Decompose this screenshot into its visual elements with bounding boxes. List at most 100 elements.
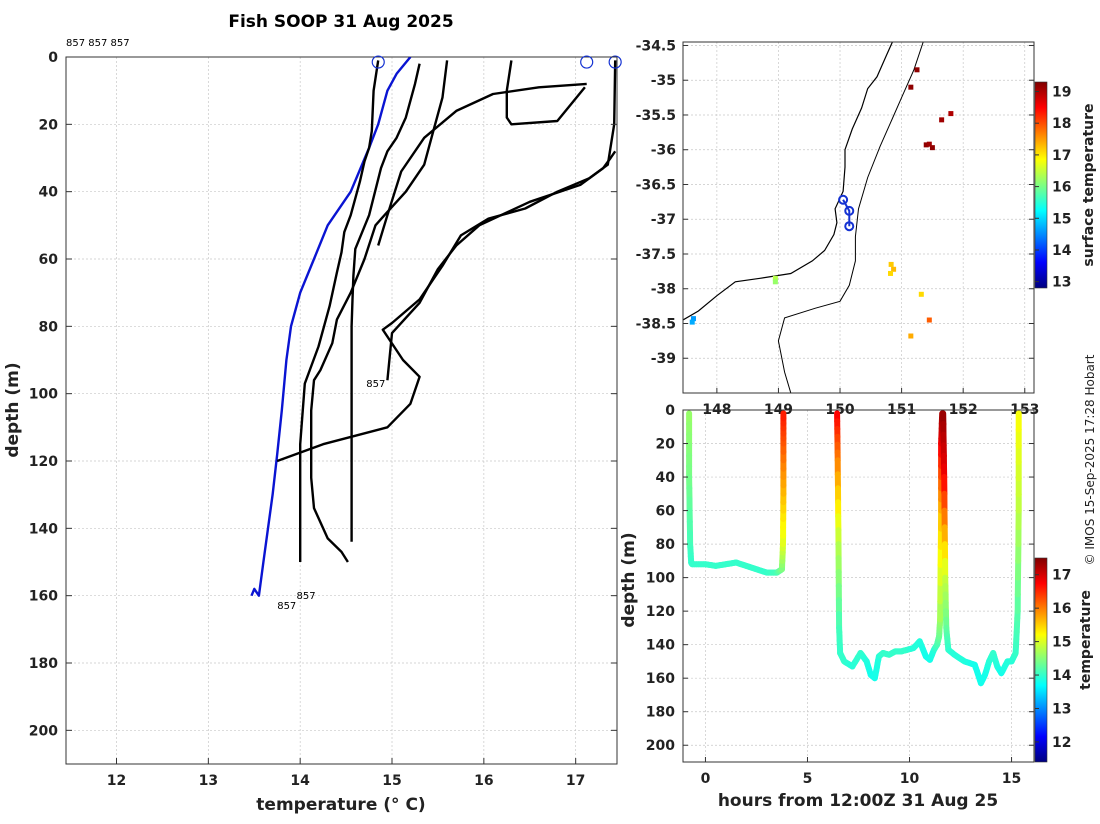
- map-y-tick-label: -34.5: [636, 38, 676, 54]
- map-y-tick-label: -37: [651, 212, 676, 228]
- profile-y-tick-label: 0: [48, 50, 58, 66]
- section-colorbar-tick-label: 17: [1052, 568, 1071, 584]
- section-y-tick-label: 40: [656, 470, 676, 486]
- section-y-tick-label: 100: [646, 571, 675, 587]
- section-x-tick-label: 0: [701, 771, 711, 787]
- profile-x-ticks: 12 13 14 15 16 17: [107, 758, 586, 789]
- profile-x-tick-label: 17: [566, 773, 585, 789]
- sst-point: [908, 334, 913, 339]
- sst-point: [919, 292, 924, 297]
- profile-line-7: [387, 151, 615, 380]
- section-panel: 0 5 10 15 0 20 40 60 80 100 120 140 160 180 200 hours…: [619, 403, 1094, 811]
- map-colorbar: [1035, 82, 1047, 288]
- coastline: [683, 42, 892, 320]
- chart-title: Fish SOOP 31 Aug 2025: [228, 12, 453, 32]
- map-y-tick-label: -38: [651, 282, 676, 298]
- section-colorbar: [1035, 558, 1047, 762]
- section-y-tick-label: 60: [656, 504, 676, 520]
- sst-point: [915, 67, 920, 72]
- profile-id-label: 857: [277, 601, 296, 612]
- section-y-tick-label: 140: [646, 638, 675, 654]
- map-y-tick-label: -35.5: [636, 108, 676, 124]
- section-y-tick-label: 0: [665, 403, 675, 419]
- map-y-tick-label: -36.5: [636, 177, 676, 193]
- sst-point: [690, 320, 695, 325]
- profile-y-tick-label: 40: [39, 185, 59, 201]
- section-y-tick-label: 200: [646, 738, 675, 754]
- section-y-axis-label: depth (m): [619, 532, 639, 627]
- map-axes-frame: [683, 42, 1034, 393]
- map-colorbar-tick-label: 17: [1052, 148, 1071, 164]
- profile-x-tick-label: 13: [199, 773, 218, 789]
- map-y-tick-label: -39: [651, 351, 676, 367]
- surface-marker: [581, 56, 593, 68]
- profile-x-tick-label: 12: [107, 773, 126, 789]
- profile-panel: Fish SOOP 31 Aug 2025 857 857 857 857857…: [3, 12, 621, 815]
- section-colorbar-label: temperature: [1078, 590, 1094, 690]
- map-colorbar-tick-label: 16: [1052, 180, 1071, 196]
- surface-temperature-points: [690, 67, 954, 338]
- ship-track: [839, 196, 853, 230]
- profile-y-tick-label: 160: [29, 589, 58, 605]
- profile-line-4: [507, 60, 585, 124]
- profile-axes-frame: [66, 57, 617, 764]
- profile-y-tick-label: 80: [39, 319, 59, 335]
- map-colorbar-tick-label: 13: [1052, 275, 1071, 291]
- profile-y-tick-label: 100: [29, 387, 58, 403]
- credit-text: © IMOS 15-Sep-2025 17:28 Hobart: [1083, 354, 1097, 565]
- profile-x-tick-label: 14: [290, 773, 310, 789]
- profile-line-2: [352, 64, 420, 542]
- profile-y-axis-label: depth (m): [3, 362, 23, 457]
- section-y-tick-label: 120: [646, 604, 675, 620]
- section-y-tick-label: 160: [646, 671, 675, 687]
- section-colorbar-tick-label: 15: [1052, 635, 1071, 651]
- section-series: [689, 413, 1019, 683]
- section-axes-frame: [683, 410, 1034, 762]
- profile-y-tick-label: 200: [29, 723, 58, 739]
- map-y-tick-label: -37.5: [636, 247, 676, 263]
- map-content: [683, 42, 953, 393]
- profile-x-tick-label: 15: [382, 773, 401, 789]
- sst-point: [888, 271, 893, 276]
- sst-point: [773, 279, 778, 284]
- sst-point: [948, 111, 953, 116]
- profile-y-tick-label: 60: [39, 252, 59, 268]
- section-x-tick-label: 5: [803, 771, 813, 787]
- section-x-tick-label: 15: [1002, 771, 1021, 787]
- section-colorbar-tick-label: 16: [1052, 601, 1071, 617]
- profile-y-tick-label: 20: [39, 117, 59, 133]
- section-x-axis-label: hours from 12:00Z 31 Aug 25: [718, 791, 998, 811]
- map-colorbar-tick-label: 14: [1052, 243, 1072, 259]
- profile-id-label: 857: [297, 591, 316, 602]
- section-y-tick-label: 180: [646, 705, 675, 721]
- map-y-tick-label: -38.5: [636, 316, 676, 332]
- section-colorbar-tick-label: 13: [1052, 701, 1071, 717]
- top-profile-ids: 857 857 857: [66, 38, 130, 49]
- sst-point: [908, 85, 913, 90]
- map-y-tick-label: -36: [651, 143, 676, 159]
- profile-x-tick-label: 16: [474, 773, 493, 789]
- sst-point: [927, 318, 932, 323]
- sst-point: [889, 262, 894, 267]
- map-colorbar-tick-label: 15: [1052, 211, 1071, 227]
- section-x-tick-label: 10: [900, 771, 920, 787]
- profile-y-tick-label: 140: [29, 521, 58, 537]
- section-colorbar-tick-label: 14: [1052, 668, 1072, 684]
- profile-id-label: 857: [366, 379, 385, 390]
- profile-y-tick-label: 120: [29, 454, 58, 470]
- sst-point: [927, 142, 932, 147]
- profile-x-axis-label: temperature (° C): [256, 795, 425, 815]
- map-colorbar-tick-label: 18: [1052, 116, 1071, 132]
- profile-gridlines: [66, 57, 617, 764]
- map-colorbar-label: surface temperature: [1081, 103, 1097, 266]
- map-colorbar-tick-label: 19: [1052, 85, 1071, 101]
- section-y-tick-label: 20: [656, 437, 676, 453]
- section-y-tick-label: 80: [656, 537, 676, 553]
- section-colorbar-tick-label: 12: [1052, 735, 1071, 751]
- map-y-tick-label: -35: [651, 73, 676, 89]
- map-gridlines: [683, 42, 1034, 393]
